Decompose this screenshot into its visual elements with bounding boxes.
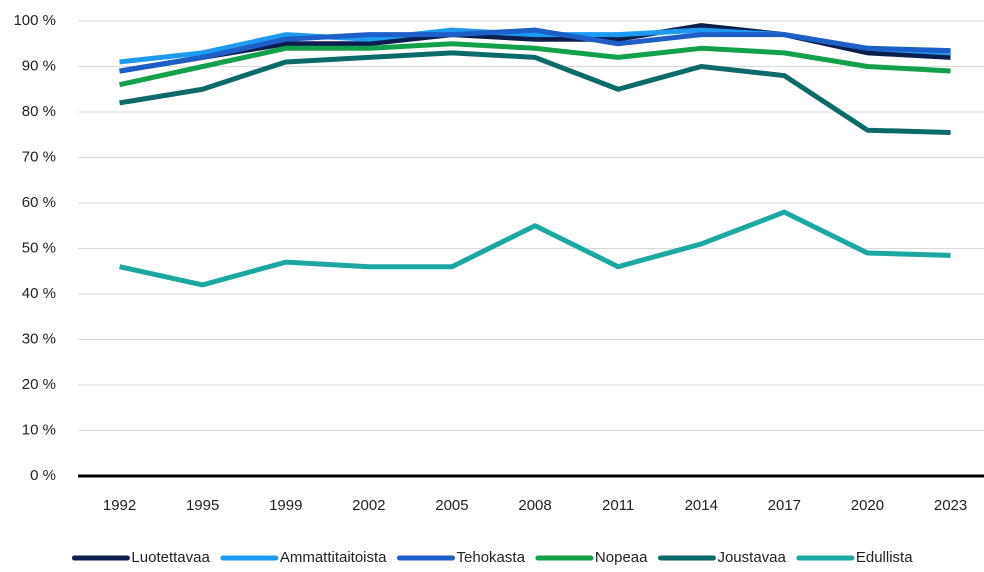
y-tick-label: 40 % [22, 285, 56, 302]
x-tick-label: 2017 [768, 497, 801, 514]
x-tick-label: 2011 [602, 497, 634, 514]
y-tick-label: 10 % [22, 421, 56, 438]
legend-label: Nopeaa [595, 549, 648, 566]
legend-label: Ammattitaitoista [280, 549, 387, 566]
x-tick-label: 2008 [518, 497, 551, 514]
y-tick-label: 100 % [13, 12, 56, 29]
series-line [119, 41, 951, 88]
y-tick-label: 60 % [22, 194, 56, 211]
y-tick-label: 50 % [22, 239, 56, 256]
x-tick-label: 1999 [269, 497, 302, 514]
x-tick-label: 2014 [685, 497, 718, 514]
y-tick-label: 30 % [22, 330, 56, 347]
x-tick-label: 2023 [934, 497, 967, 514]
legend-label: Edullista [856, 549, 913, 566]
series-line [119, 27, 951, 74]
y-tick-label: 80 % [22, 103, 56, 120]
x-tick-label: 2020 [851, 497, 884, 514]
y-tick-label: 0 % [30, 467, 56, 484]
x-tick-label: 2005 [435, 497, 468, 514]
legend-label: Luotettavaa [131, 549, 210, 566]
x-tick-label: 1992 [103, 497, 136, 514]
series-line [119, 209, 951, 288]
y-tick-label: 70 % [22, 148, 56, 165]
y-tick-label: 90 % [22, 57, 56, 74]
series-line [119, 50, 951, 135]
x-tick-label: 2002 [352, 497, 385, 514]
y-tick-label: 20 % [22, 376, 56, 393]
legend-label: Joustavaa [717, 549, 786, 566]
legend-label: Tehokasta [457, 549, 526, 566]
x-tick-label: 1995 [186, 497, 219, 514]
